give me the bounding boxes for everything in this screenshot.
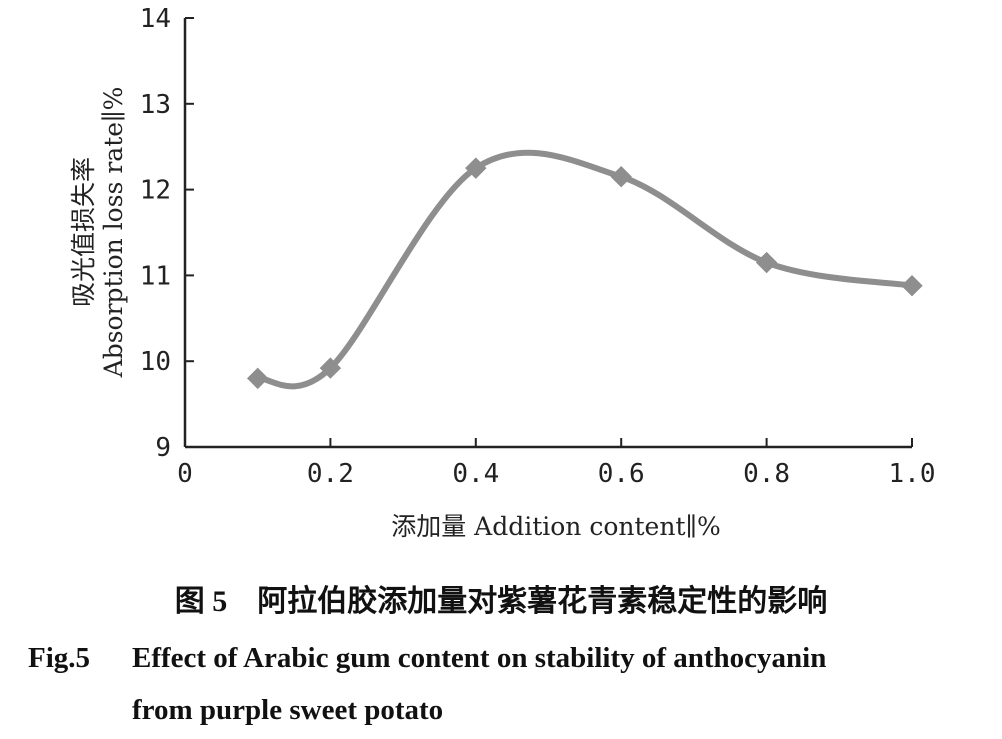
x-tick-label: 0 xyxy=(177,459,193,489)
figure-caption-en: Fig.5 Effect of Arabic gum content on sta… xyxy=(28,632,1002,736)
x-tick-label: 0.6 xyxy=(598,459,645,489)
y-tick-label: 10 xyxy=(140,347,171,377)
caption-en-line2: from purple sweet potato xyxy=(132,694,444,726)
x-tick-label: 1.0 xyxy=(889,459,936,489)
x-tick-label: 0.2 xyxy=(307,459,354,489)
y-axis-title-en: Absorption loss rate∥% xyxy=(99,87,128,379)
y-tick-label: 9 xyxy=(155,433,171,463)
y-tick-label: 11 xyxy=(140,261,171,291)
y-tick-label: 13 xyxy=(140,90,171,120)
series-line xyxy=(254,149,915,390)
x-axis-title: 添加量 Addition content∥% xyxy=(391,512,721,541)
x-tick-label: 0.4 xyxy=(452,459,499,489)
chart: 9 10 11 12 13 14 0 0.2 0.4 0.6 0.8 1.0 添加量 Addition… xyxy=(69,4,936,541)
data-points xyxy=(246,157,923,390)
data-point-marker xyxy=(246,367,269,390)
tick-labels: 9 10 11 12 13 14 0 0.2 0.4 0.6 0.8 1.0 xyxy=(140,4,936,489)
data-point-marker xyxy=(465,157,487,179)
data-point-marker xyxy=(901,274,923,297)
axes xyxy=(183,17,913,449)
y-tick-label: 14 xyxy=(140,4,171,34)
x-tick-label: 0.8 xyxy=(743,459,790,489)
data-point-marker xyxy=(610,166,632,188)
y-axis-title-cn: 吸光值损失率 xyxy=(69,157,98,307)
caption-en-line1: Effect of Arabic gum content on stabilit… xyxy=(132,642,827,674)
figure-caption-cn: 图 5 阿拉伯胶添加量对紫薯花青素稳定性的影响 xyxy=(174,585,828,618)
data-point-marker xyxy=(319,357,342,379)
y-tick-label: 12 xyxy=(140,176,171,206)
data-point-marker xyxy=(755,251,778,274)
figure-label: Fig.5 xyxy=(28,642,91,674)
